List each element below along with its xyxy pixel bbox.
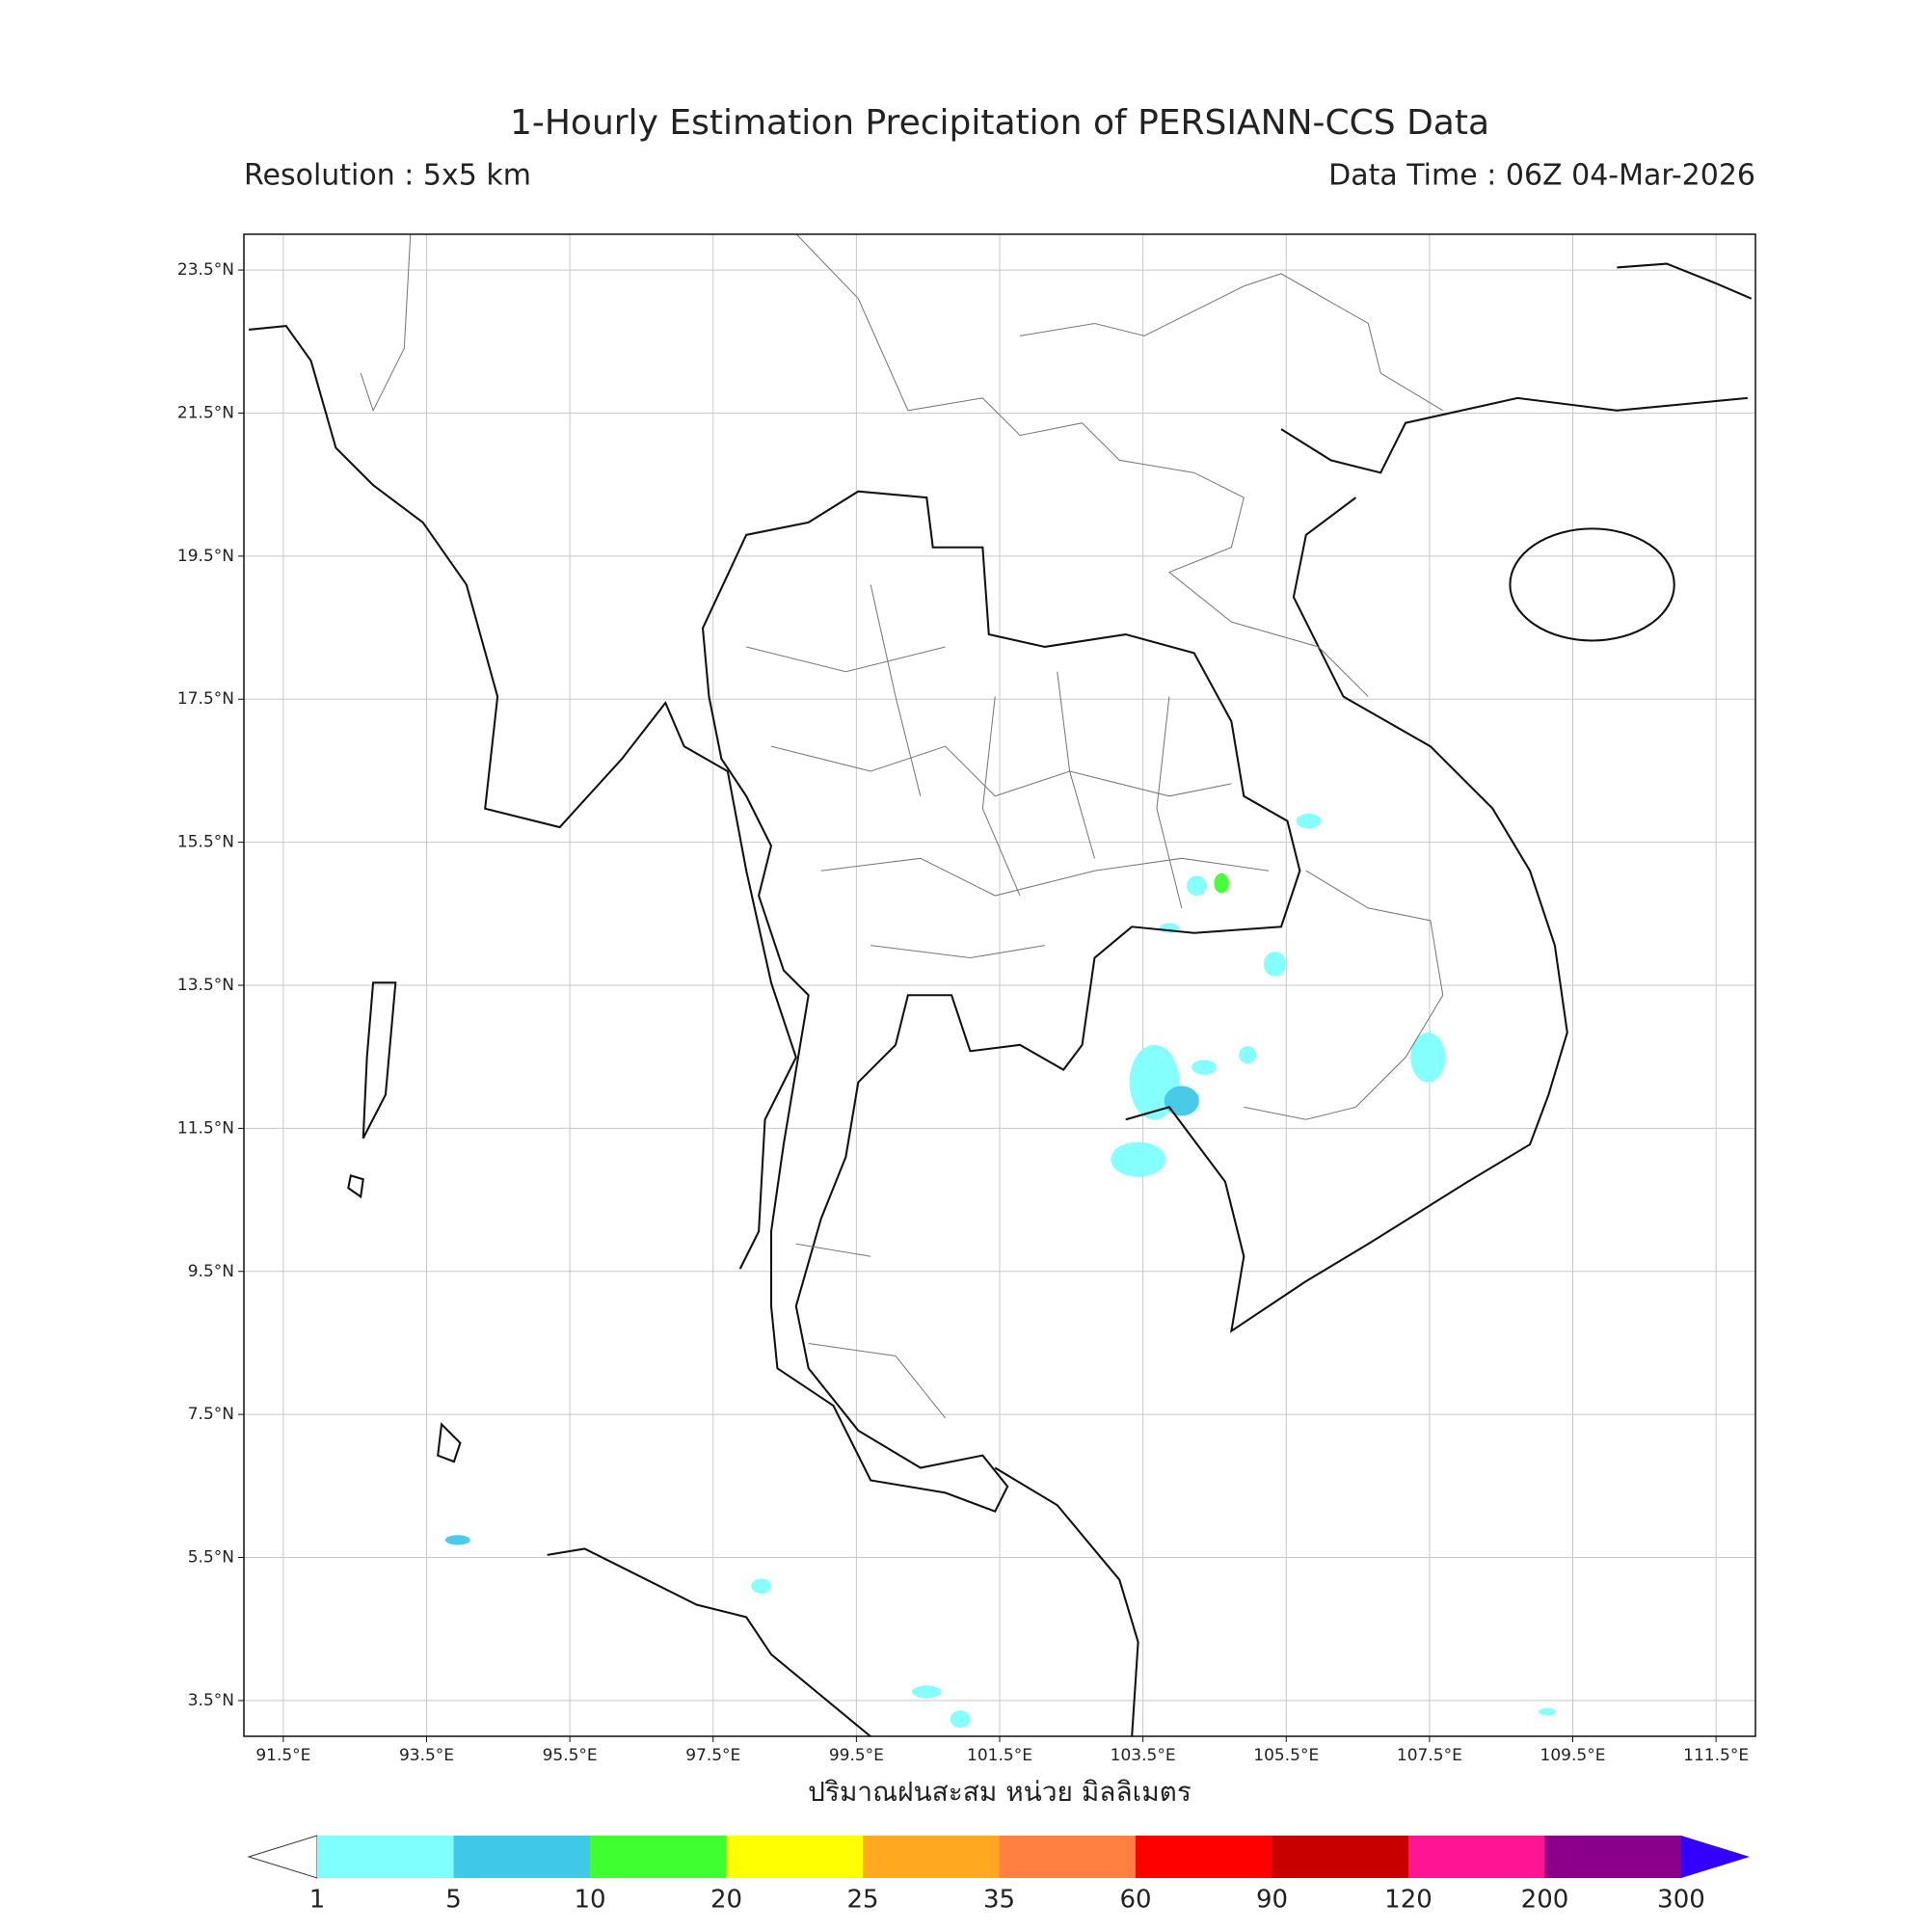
x-tick-label: 95.5°E xyxy=(543,1746,598,1765)
x-tick-label: 93.5°E xyxy=(399,1746,454,1765)
y-tick-label: 23.5°N xyxy=(177,260,234,280)
colorbar-bin xyxy=(1408,1836,1545,1878)
x-tick-label: 91.5°E xyxy=(255,1746,310,1765)
grid xyxy=(244,234,1755,1736)
colorbar-label: 25 xyxy=(846,1886,878,1915)
x-tick-label: 97.5°E xyxy=(685,1746,740,1765)
colorbar-bin xyxy=(1136,1836,1272,1878)
x-tick-label: 99.5°E xyxy=(829,1746,884,1765)
colorbar-over xyxy=(1681,1836,1750,1878)
colorbar-label: 120 xyxy=(1384,1886,1433,1915)
x-tick-label: 101.5°E xyxy=(967,1746,1032,1765)
resolution: Resolution : 5x5 km xyxy=(244,159,531,193)
colorbar-label: 20 xyxy=(710,1886,742,1915)
x-tick-label: 105.5°E xyxy=(1253,1746,1319,1765)
colorbar-label: 300 xyxy=(1657,1886,1705,1915)
y-tick-label: 11.5°N xyxy=(177,1118,234,1138)
colorbar-label: 200 xyxy=(1521,1886,1569,1915)
y-tick-label: 17.5°N xyxy=(177,689,234,709)
data-time: Data Time : 06Z 04-Mar-2026 xyxy=(1328,159,1755,193)
colorbar: 1 5 10 20 25 35 60 90 120 200 300 xyxy=(247,1835,1750,1915)
colorbar-label: 35 xyxy=(983,1886,1015,1915)
colorbar-bin xyxy=(863,1836,1000,1878)
y-tick-label: 3.5°N xyxy=(188,1691,234,1710)
title: 1-Hourly Estimation Precipitation of PER… xyxy=(510,103,1489,143)
y-tick-label: 13.5°N xyxy=(177,976,234,995)
colorbar-bin xyxy=(726,1836,863,1878)
y-tick-label: 15.5°N xyxy=(177,833,234,852)
colorbar-under xyxy=(247,1835,318,1879)
colorbar-bin xyxy=(999,1836,1136,1878)
colorbar-label: 90 xyxy=(1256,1886,1288,1915)
colorbar-bin xyxy=(317,1836,454,1878)
colorbar-label: 5 xyxy=(445,1886,462,1915)
y-tick-label: 7.5°N xyxy=(188,1405,234,1424)
axes: 91.5°E 93.5°E 95.5°E 97.5°E 99.5°E 101.5°E 103… xyxy=(177,260,1749,1765)
y-tick-label: 9.5°N xyxy=(188,1262,234,1281)
rain-areas xyxy=(444,813,1557,1729)
colorbar-bin xyxy=(453,1836,590,1878)
colorbar-label: 10 xyxy=(574,1886,605,1915)
x-tick-label: 111.5°E xyxy=(1683,1746,1749,1765)
x-tick-label: 109.5°E xyxy=(1540,1746,1606,1765)
y-tick-label: 5.5°N xyxy=(188,1548,234,1568)
colorbar-bin xyxy=(1272,1836,1408,1878)
y-tick-label: 19.5°N xyxy=(177,547,234,566)
colorbar-bin xyxy=(1544,1836,1681,1878)
x-tick-label: 103.5°E xyxy=(1111,1746,1176,1765)
basemap xyxy=(248,233,1753,1738)
x-axis-label: ปริมาณฝนสะสม หน่วย มิลลิเมตร xyxy=(808,1776,1192,1808)
colorbar-bin xyxy=(590,1836,727,1878)
colorbar-label: 60 xyxy=(1119,1886,1151,1915)
colorbar-label: 1 xyxy=(309,1886,326,1915)
y-tick-label: 21.5°N xyxy=(177,403,234,422)
x-tick-label: 107.5°E xyxy=(1397,1746,1462,1765)
